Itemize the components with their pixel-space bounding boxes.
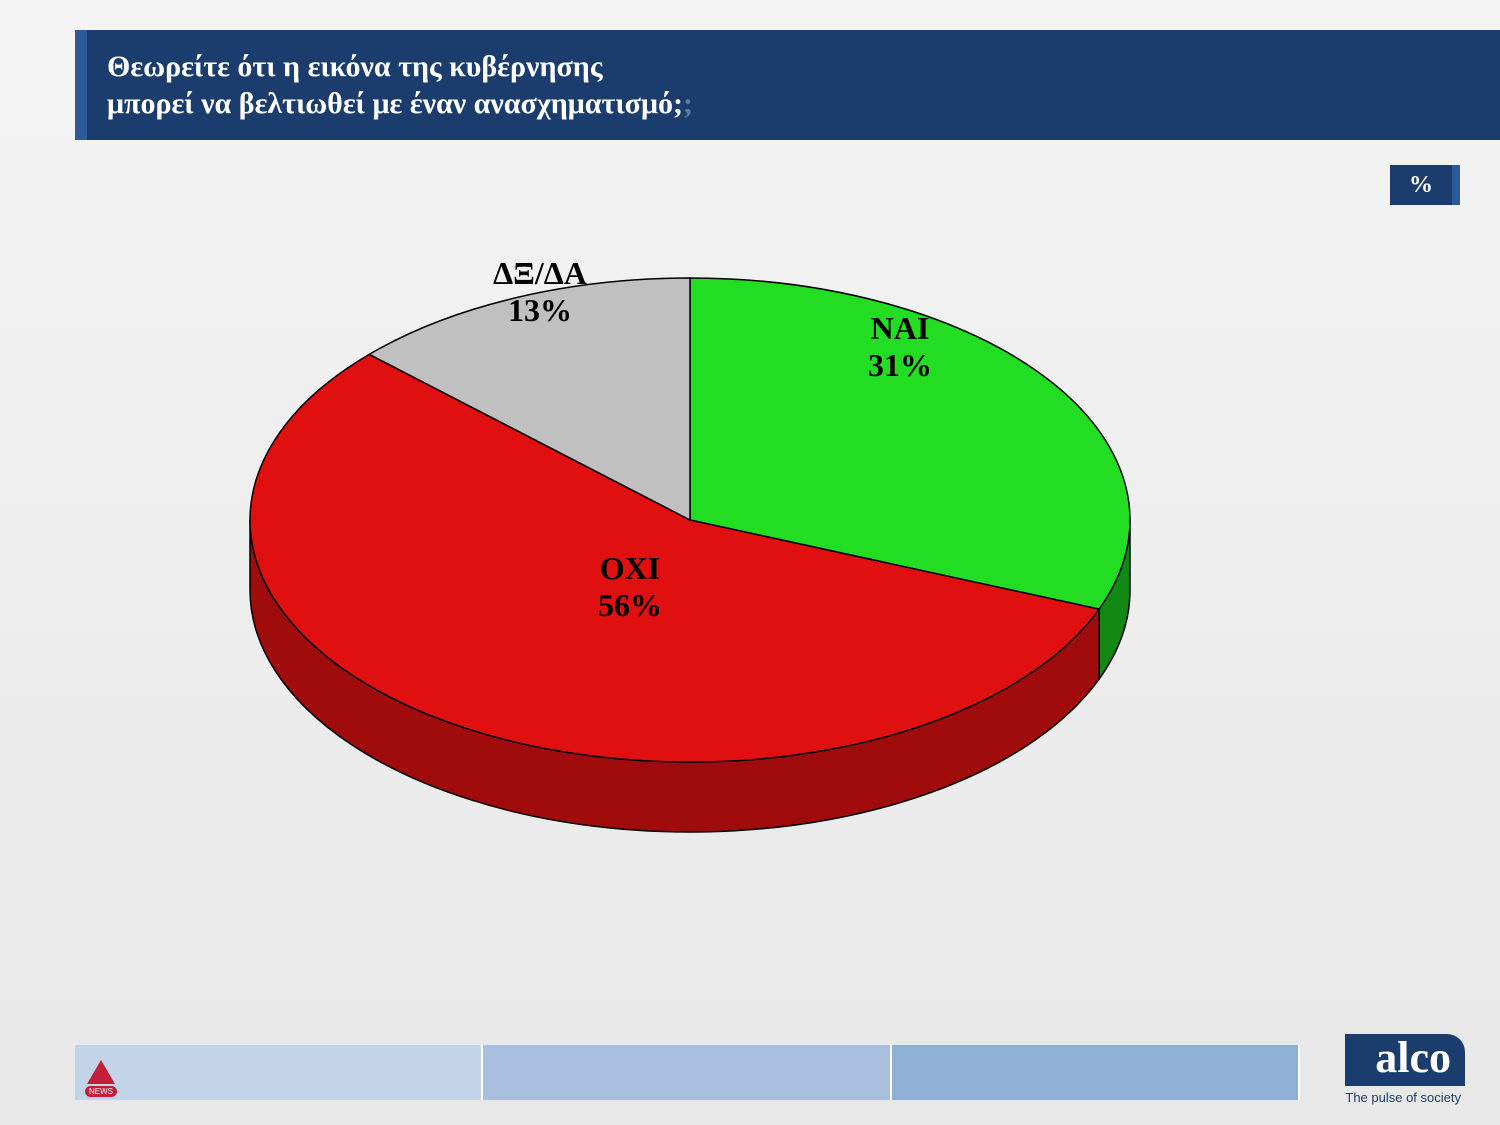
percent-badge-text: % <box>1409 172 1433 199</box>
title-semicolon: ; <box>683 87 693 120</box>
footer-segment <box>483 1045 891 1100</box>
pie-chart: ΝΑΙ31% ΟΧΙ56% ΔΞ/ΔΑ13% <box>190 200 1190 900</box>
pie-slice-label: ΟΧΙ56% <box>550 550 710 624</box>
title-line-1: Θεωρείτε ότι η εικόνα της κυβέρνησης <box>107 50 603 83</box>
pie-slice-label: ΔΞ/ΔΑ13% <box>460 255 620 329</box>
alpha-news-text: NEWS <box>85 1086 117 1097</box>
pie-slice-label: ΝΑΙ31% <box>820 310 980 384</box>
alco-logo: alco The pulse of society <box>1345 1034 1465 1105</box>
alco-logo-text: alco <box>1345 1034 1465 1086</box>
title-bar: Θεωρείτε ότι η εικόνα της κυβέρνησης μπο… <box>75 30 1500 140</box>
alpha-logo-icon <box>87 1060 115 1084</box>
alpha-news-logo: NEWS <box>85 1060 117 1097</box>
title-line-2: μπορεί να βελτιωθεί με έναν ανασχηματισμ… <box>107 87 683 120</box>
footer-segment <box>892 1045 1300 1100</box>
title-text: Θεωρείτε ότι η εικόνα της κυβέρνησης μπο… <box>107 48 693 123</box>
footer-bar <box>75 1045 1300 1100</box>
alco-tagline: The pulse of society <box>1345 1090 1465 1105</box>
percent-badge: % <box>1390 165 1460 205</box>
footer-segment <box>75 1045 483 1100</box>
